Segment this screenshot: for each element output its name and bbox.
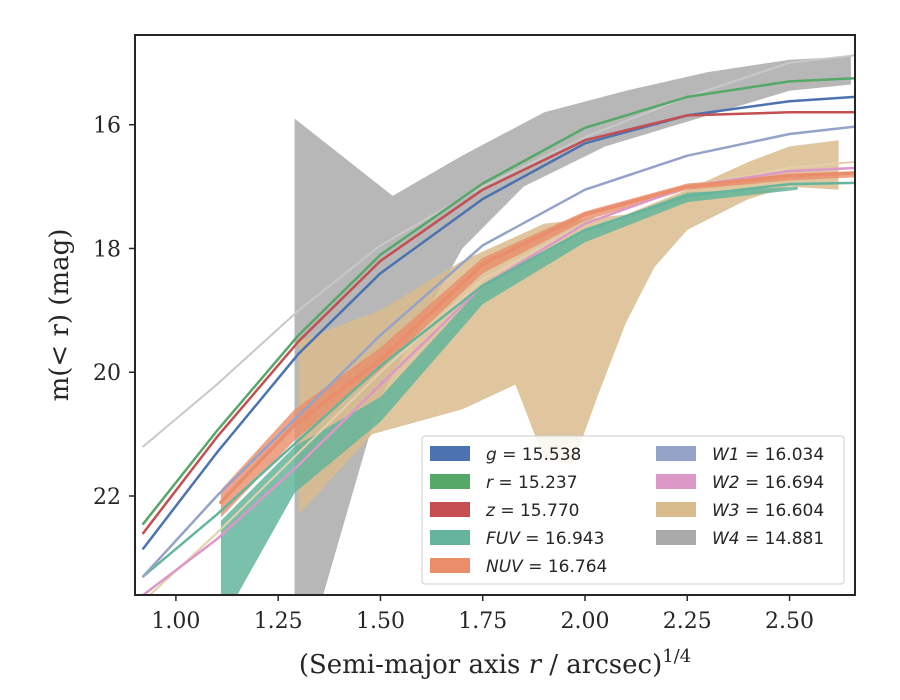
plot-frame	[134, 34, 856, 596]
series-line-z	[141, 111, 855, 535]
legend-swatch-w4	[656, 530, 696, 545]
x-axis-ticks: 1.00 1.25 1.50 1.75 2.00 2.25 2.50	[151, 595, 814, 634]
legend-label-w2: W2 = 16.694	[712, 473, 824, 493]
legend-swatch-z	[430, 502, 470, 517]
series-line-w4	[142, 54, 855, 448]
legend-swatch-w2	[656, 474, 696, 489]
legend-swatch-w1	[656, 446, 696, 461]
series-line-nuv	[219, 171, 855, 504]
y-tick-label: 16	[93, 114, 121, 139]
y-tick-label: 20	[93, 361, 121, 386]
legend-label-nuv: NUV = 16.764	[486, 557, 607, 577]
legend-swatch-r	[430, 474, 470, 489]
legend-swatch-g	[430, 446, 470, 461]
legend-label-fuv: FUV = 16.943	[486, 529, 604, 549]
legend-swatch-nuv	[430, 558, 470, 573]
x-tick-label: 1.50	[356, 609, 405, 634]
series-line-w3	[148, 160, 855, 595]
bands-layer	[220, 56, 855, 595]
legend-label-g: g = 15.538	[486, 445, 581, 465]
legend-box	[421, 435, 845, 585]
x-tick-label: 2.50	[765, 609, 814, 634]
x-tick-label: 1.00	[151, 609, 200, 634]
y-tick-label: 22	[93, 485, 121, 510]
series-line-r	[141, 77, 855, 526]
band-w3	[298, 140, 839, 515]
legend-label-w4: W4 = 14.881	[712, 529, 824, 549]
legend-label-r: r = 15.237	[486, 473, 578, 493]
legend: g = 15.538 r = 15.237 z = 15.770 FUV = 16.9…	[421, 435, 845, 585]
legend-label-z: z = 15.770	[485, 501, 579, 521]
legend-swatch-w3	[656, 502, 696, 517]
legend-label-w3: W3 = 16.604	[712, 501, 824, 521]
y-axis-ticks: 16 18 20 22	[93, 114, 135, 510]
legend-swatch-fuv	[430, 530, 470, 545]
y-axis-label: m(< r) (mag)	[45, 229, 75, 402]
x-tick-label: 2.00	[561, 609, 610, 634]
band-w4	[294, 56, 851, 595]
legend-label-w1: W1 = 16.034	[712, 445, 824, 465]
series-line-w1	[141, 125, 855, 578]
x-tick-label: 1.75	[458, 609, 507, 634]
x-tick-label: 2.25	[663, 609, 712, 634]
x-tick-label: 1.25	[254, 609, 303, 634]
series-line-g	[141, 95, 855, 550]
band-nuv	[220, 171, 855, 518]
x-axis-label: (Semi-major axis r / arcsec)1/4	[299, 646, 691, 680]
plot-area	[141, 54, 855, 595]
series-line-fuv	[141, 181, 855, 578]
y-tick-label: 18	[93, 237, 121, 262]
lines-layer	[141, 54, 855, 595]
